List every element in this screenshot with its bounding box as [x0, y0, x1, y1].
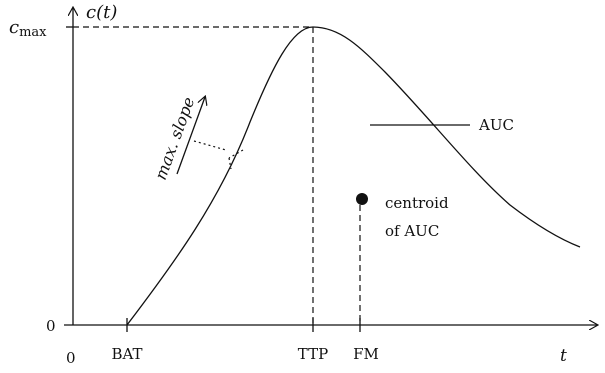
centroid-marker: [356, 193, 368, 205]
tick-label-bat: BAT: [111, 345, 142, 363]
y-axis-label: c(t): [86, 2, 117, 23]
centroid-label-line1: centroid: [385, 194, 449, 212]
max-slope-arrow: [176, 97, 205, 175]
x-origin-label: 0: [66, 349, 76, 367]
slope-connector: [193, 140, 244, 170]
cmax-label: cmax: [9, 17, 47, 40]
tick-label-fm: FM: [353, 345, 379, 363]
max-slope-label: max. slope: [151, 95, 198, 183]
x-axis-label: t: [560, 346, 567, 366]
y-origin-label: 0: [46, 317, 56, 335]
auc-label: AUC: [478, 116, 514, 134]
concentration-curve: [126, 26, 581, 326]
tick-label-ttp: TTP: [298, 345, 328, 363]
centroid-label-line2: of AUC: [385, 222, 439, 240]
